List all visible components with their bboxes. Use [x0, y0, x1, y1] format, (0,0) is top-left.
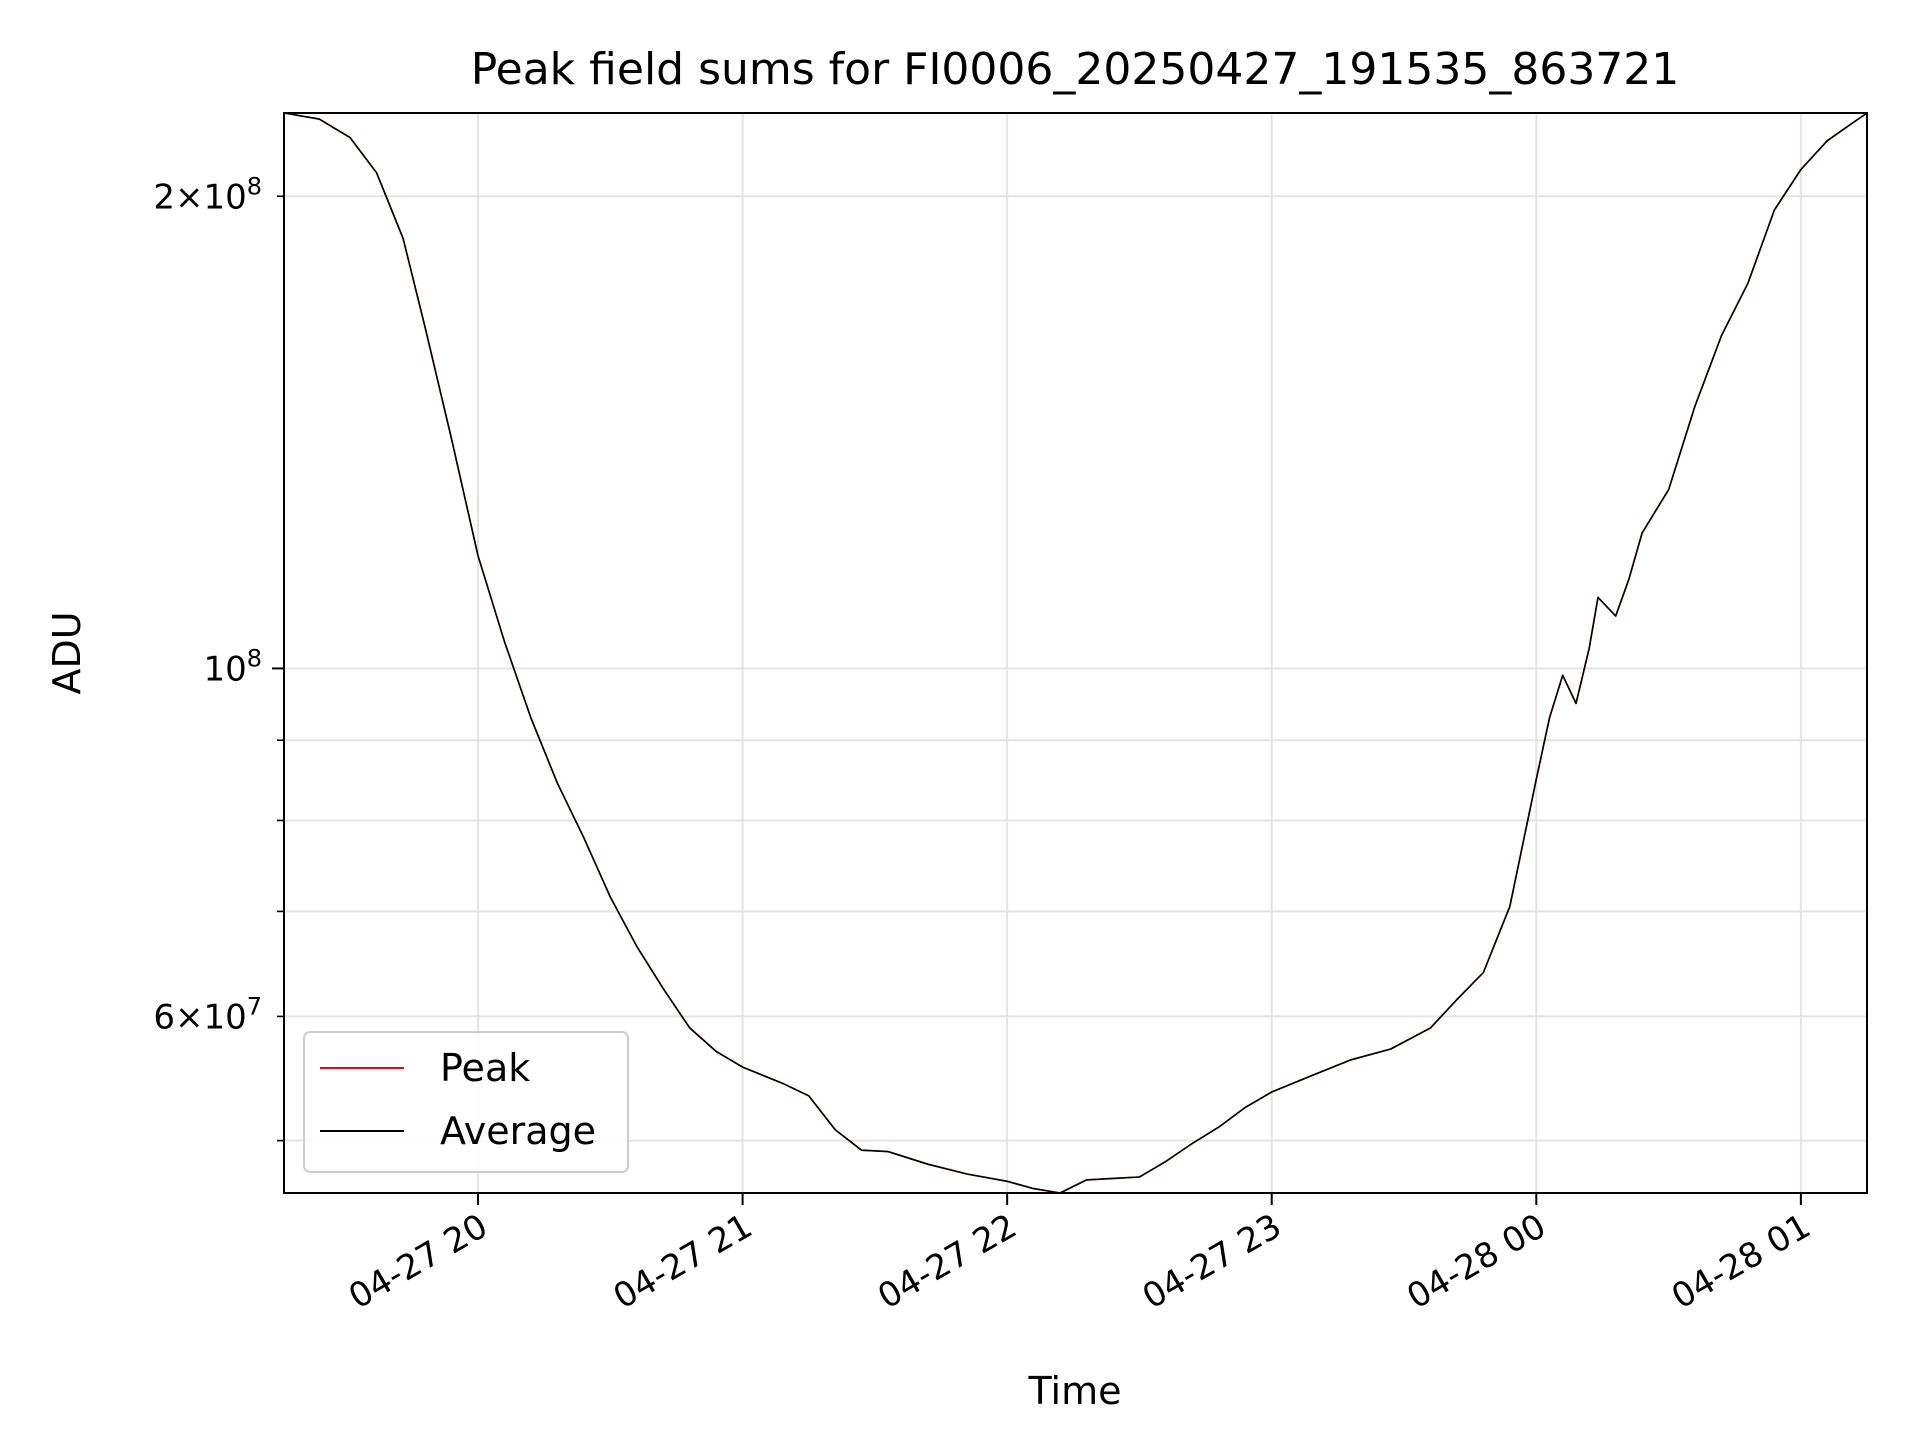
grid [284, 113, 1867, 1193]
plot-frame [283, 112, 1868, 1194]
y-axis: 108 2×108 6×107 [153, 172, 284, 1142]
legend-label-peak: Peak [440, 1046, 530, 1090]
legend: Peak Average [303, 1031, 629, 1173]
legend-label-average: Average [440, 1109, 596, 1153]
x-axis-label: Time [1028, 1369, 1122, 1413]
y-tick-label: 6×107 [153, 992, 262, 1037]
series-line-average [283, 112, 1868, 1194]
series-lines [283, 112, 1868, 1194]
y-tick-label: 108 [203, 644, 262, 689]
y-tick-label: 2×108 [153, 172, 262, 217]
chart-title: Peak field sums for FI0006_20250427_1915… [471, 44, 1680, 95]
y-axis-label: ADU [45, 611, 89, 694]
